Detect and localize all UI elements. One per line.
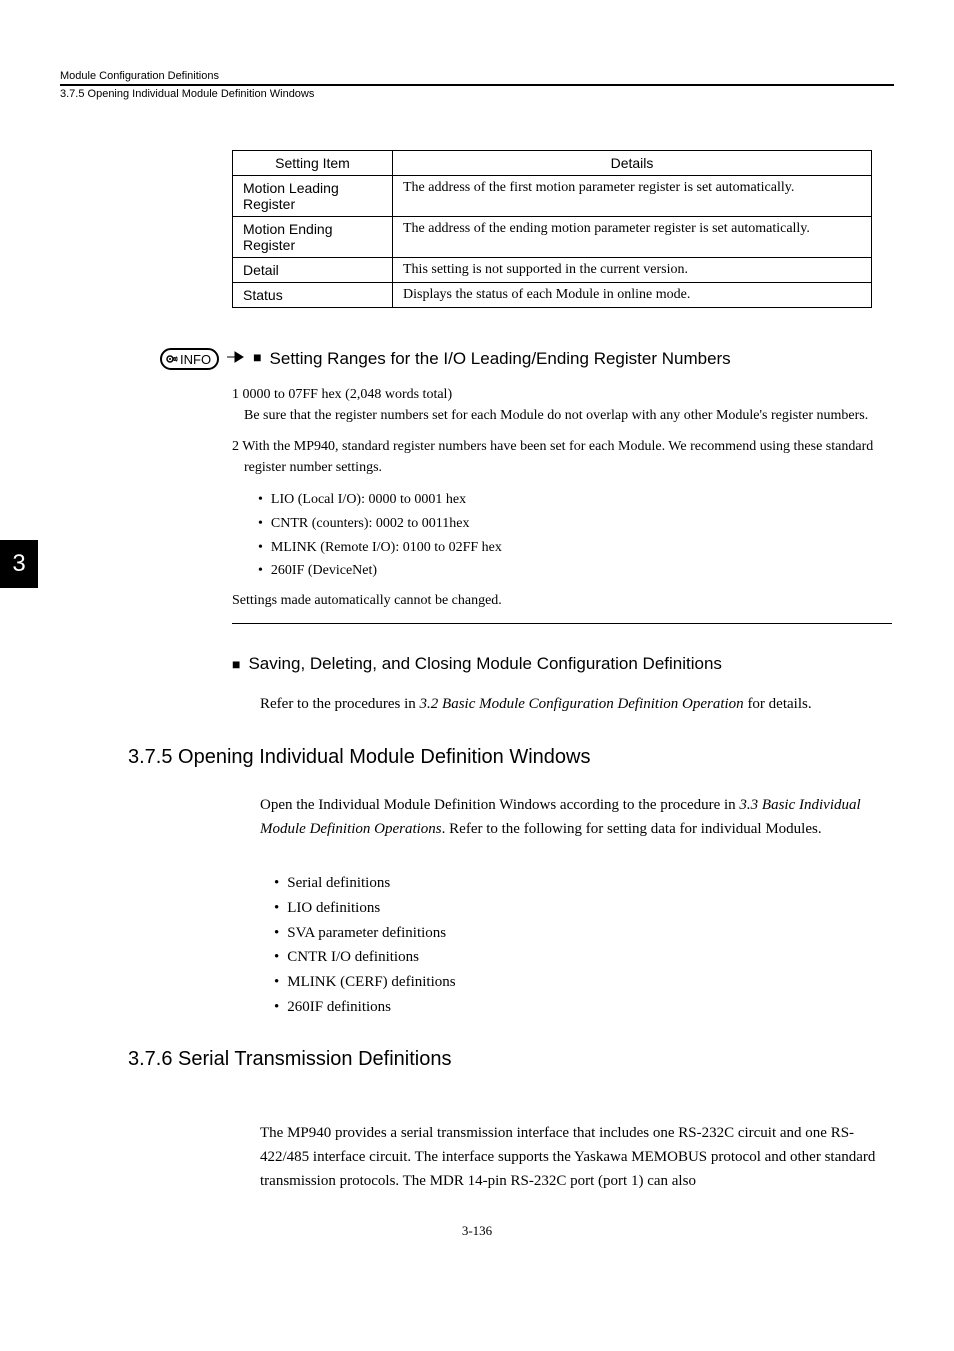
- cell-item: Status: [233, 283, 393, 308]
- saving-body-pre: Refer to the procedures in: [260, 696, 420, 712]
- col-header-details: Details: [393, 151, 872, 176]
- saving-heading-row: ■ Saving, Deleting, and Closing Module C…: [232, 654, 894, 674]
- table-row: Status Displays the status of each Modul…: [233, 283, 872, 308]
- header-section-line: 3.7.5 Opening Individual Module Definiti…: [60, 88, 894, 100]
- list-item: Serial definitions: [274, 871, 894, 896]
- saving-heading: Saving, Deleting, and Closing Module Con…: [248, 654, 721, 674]
- saving-body-post: for details.: [744, 696, 812, 712]
- header-breadcrumb: Module Configuration Definitions: [60, 70, 894, 82]
- list-item: CNTR (counters): 0002 to 0011hex: [258, 512, 892, 536]
- info-badge: INFO: [160, 348, 219, 370]
- sec376-body: The MP940 provides a serial transmission…: [260, 1121, 890, 1193]
- table-header-row: Setting Item Details: [233, 151, 872, 176]
- list-item: MLINK (CERF) definitions: [274, 970, 894, 995]
- square-bullet-icon: ■: [232, 656, 240, 672]
- cell-item: Motion Leading Register: [233, 176, 393, 217]
- sec375-body: Open the Individual Module Definition Wi…: [260, 793, 890, 841]
- info-item-1-body: Be sure that the register numbers set fo…: [244, 408, 868, 423]
- list-item: SVA parameter definitions: [274, 921, 894, 946]
- info-item-2: 2 With the MP940, standard register numb…: [232, 436, 892, 478]
- saving-body-ital: 3.2 Basic Module Configuration Definitio…: [420, 696, 744, 712]
- header-rule: [60, 84, 894, 86]
- cell-detail: This setting is not supported in the cur…: [393, 258, 872, 283]
- list-item: CNTR I/O definitions: [274, 945, 894, 970]
- sec375-bullets: Serial definitions LIO definitions SVA p…: [274, 871, 894, 1020]
- chapter-tab: 3: [0, 540, 38, 588]
- info-item-1-lead: 1 0000 to 07FF hex (2,048 words total): [232, 387, 452, 402]
- info-body: 1 0000 to 07FF hex (2,048 words total) B…: [232, 384, 892, 609]
- cell-detail: The address of the ending motion paramet…: [393, 217, 872, 258]
- list-item: LIO (Local I/O): 0000 to 0001 hex: [258, 488, 892, 512]
- sec375-body-pre: Open the Individual Module Definition Wi…: [260, 797, 739, 813]
- cell-item: Motion Ending Register: [233, 217, 393, 258]
- info-bullets: LIO (Local I/O): 0000 to 0001 hex CNTR (…: [258, 488, 892, 583]
- sec375-heading: 3.7.5 Opening Individual Module Definiti…: [128, 746, 894, 769]
- list-item: MLINK (Remote I/O): 0100 to 02FF hex: [258, 536, 892, 560]
- info-icon: [166, 352, 178, 366]
- divider: [232, 623, 892, 624]
- info-note: Settings made automatically cannot be ch…: [232, 593, 892, 609]
- info-item-1: 1 0000 to 07FF hex (2,048 words total) B…: [232, 384, 892, 426]
- sec376-heading: 3.7.6 Serial Transmission Definitions: [128, 1048, 894, 1071]
- saving-body: Refer to the procedures in 3.2 Basic Mod…: [260, 692, 890, 716]
- info-heading-row: INFO ■ Setting Ranges for the I/O Leadin…: [160, 348, 894, 370]
- list-item: LIO definitions: [274, 896, 894, 921]
- cell-item: Detail: [233, 258, 393, 283]
- info-badge-text: INFO: [180, 352, 211, 367]
- list-item: 260IF (DeviceNet): [258, 559, 892, 583]
- settings-table: Setting Item Details Motion Leading Regi…: [232, 150, 872, 308]
- page-number: 3-136: [60, 1223, 894, 1239]
- square-bullet-icon: ■: [253, 351, 261, 367]
- table-row: Detail This setting is not supported in …: [233, 258, 872, 283]
- col-header-item: Setting Item: [233, 151, 393, 176]
- list-item: 260IF definitions: [274, 995, 894, 1020]
- info-heading: Setting Ranges for the I/O Leading/Endin…: [270, 349, 731, 369]
- arrow-icon: [227, 350, 245, 368]
- cell-detail: The address of the first motion paramete…: [393, 176, 872, 217]
- sec375-body-post: . Refer to the following for setting dat…: [442, 821, 822, 837]
- cell-detail: Displays the status of each Module in on…: [393, 283, 872, 308]
- table-row: Motion Ending Register The address of th…: [233, 217, 872, 258]
- table-row: Motion Leading Register The address of t…: [233, 176, 872, 217]
